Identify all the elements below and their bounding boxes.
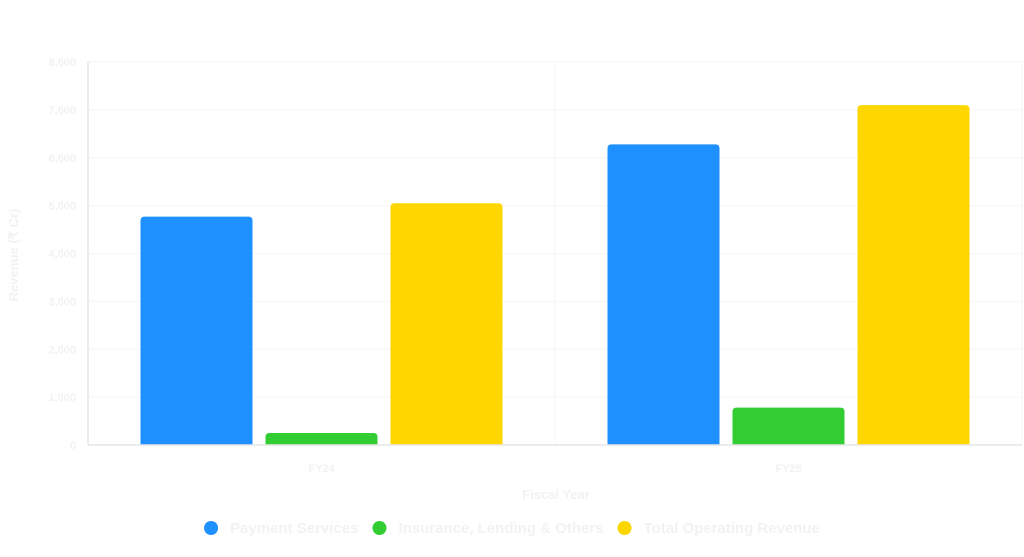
y-tick-label: 4,000: [48, 249, 76, 261]
legend-label: Total Operating Revenue: [644, 520, 820, 537]
y-tick-label: 0: [70, 440, 76, 452]
legend-item[interactable]: Payment Services: [204, 520, 358, 537]
legend-swatch: [204, 521, 219, 535]
y-tick-label: 6,000: [48, 153, 76, 165]
y-tick-label: 8,000: [48, 57, 76, 69]
bar-payment-services-fy24: [140, 216, 253, 445]
bar-total-operating-revenue-fy24: [390, 203, 503, 445]
y-tick-label: 3,000: [48, 296, 76, 308]
x-tick-label: FY25: [775, 463, 801, 475]
bars: [140, 105, 970, 446]
legend: Payment Services Insurance, Lending & Oth…: [204, 520, 820, 537]
legend-swatch: [372, 521, 387, 535]
axes: 0 1,000 2,000 3,000 4,000 5,000 6,000 7,000 8,00…: [48, 57, 1022, 475]
y-tick-label: 5,000: [48, 201, 76, 213]
legend-item[interactable]: Insurance, Lending & Others: [372, 520, 604, 537]
bar-total-operating-revenue-fy25: [857, 105, 970, 446]
y-tick-label: 1,000: [48, 392, 76, 404]
legend-label: Payment Services: [230, 520, 358, 537]
bar-insurance-lending-others-fy24: [265, 433, 378, 445]
y-axis-title: Revenue (₹ Cr): [6, 209, 21, 302]
bar-insurance-lending-others-fy25: [732, 407, 845, 445]
bar-payment-services-fy25: [607, 144, 720, 445]
legend-item[interactable]: Total Operating Revenue: [617, 520, 820, 537]
x-axis-title: Fiscal Year: [522, 487, 590, 502]
y-tick-label: 2,000: [48, 344, 76, 356]
legend-swatch: [617, 521, 632, 535]
legend-label: Insurance, Lending & Others: [398, 520, 603, 537]
x-tick-label: FY24: [308, 463, 335, 475]
y-tick-label: 7,000: [48, 105, 76, 117]
